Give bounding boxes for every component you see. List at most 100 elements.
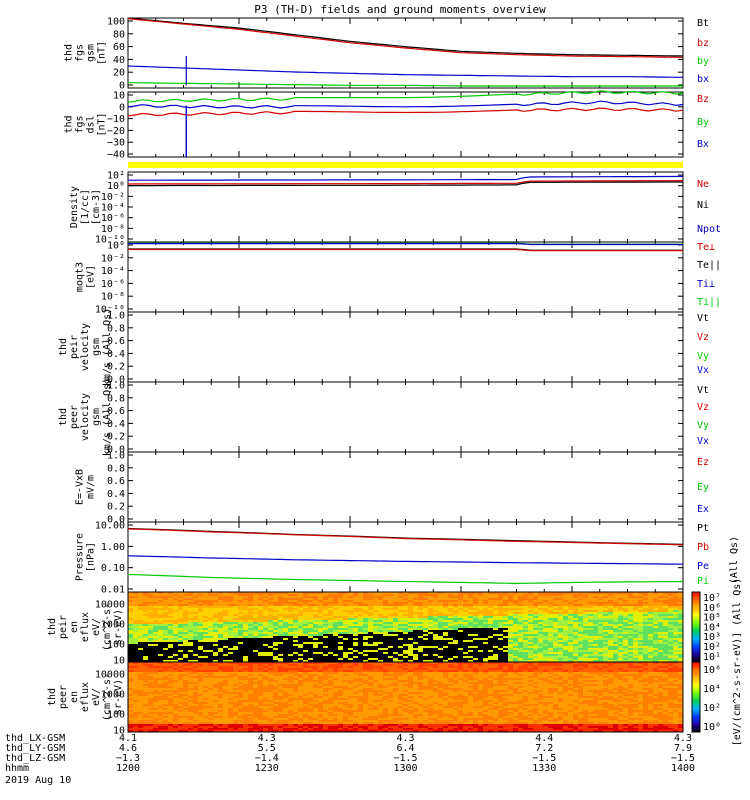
series-Npot xyxy=(128,175,684,181)
colorbar-label: [eV/(cm^2-s-sr-eV)] (All Qs) xyxy=(732,578,743,747)
ytick-label: 40 xyxy=(113,55,125,66)
xaxis-value: 4.3 xyxy=(258,733,276,744)
xaxis-value: 4.3 xyxy=(396,733,414,744)
ytick-label: −10 xyxy=(107,114,125,125)
panel-frame xyxy=(127,17,684,89)
colorbar-tick: 10¹ xyxy=(703,652,721,663)
ytick-label: 10 xyxy=(113,726,125,737)
ytick-label: −40 xyxy=(107,150,125,161)
ylabel-line: mV/m xyxy=(86,475,97,499)
ylabel-line: velocity xyxy=(80,393,91,441)
ytick-label: 0.10 xyxy=(101,563,125,574)
series-bx xyxy=(128,82,683,87)
ylabel-line: thd xyxy=(58,408,69,426)
series-By xyxy=(127,90,684,103)
ytick-label: 1.0 xyxy=(107,451,125,462)
series-Bx xyxy=(127,100,684,109)
panel-frame xyxy=(127,241,684,313)
ytick-label: 100 xyxy=(107,17,125,28)
ytick-label: 10⁻¹⁰ xyxy=(95,305,125,316)
legend-Pt: Pt xyxy=(697,523,709,534)
x-axis: thd_LX-GSM 4.1 4.3 4.3 4.4 4.3 thd_LY-GSM 4.6 5.… xyxy=(5,733,695,786)
panel-peir_velocity: thd peir velocity gsm km/s (All Qs)1.00.8 0.6… xyxy=(58,308,709,386)
xaxis-value: 1230 xyxy=(255,763,279,774)
ylabel-line: sr-eV) xyxy=(113,609,124,645)
ylabel-line: eflux xyxy=(80,682,91,712)
ytick-label: 10 xyxy=(113,91,125,102)
ylabel-line: en xyxy=(69,621,80,633)
panel-pressure: Pressure [nPa] 10.00 1.00 0.10 0.01 Pt Pb Pe Pi (A… xyxy=(75,521,741,596)
spectrogram-cells xyxy=(128,662,684,733)
legend-Vx: Vx xyxy=(697,365,709,376)
ylabel-line: thd xyxy=(58,338,69,356)
ytick-label: −20 xyxy=(107,126,125,137)
ytick-label: 10⁻⁶ xyxy=(101,213,125,224)
ylabel-line: peir xyxy=(69,335,80,359)
colorbar-tick: 10⁶ xyxy=(703,603,721,614)
xaxis-value: −1.3 xyxy=(116,753,140,764)
xaxis-value: 6.4 xyxy=(396,743,414,754)
colorbar-bottom xyxy=(691,661,701,733)
panel-fgs_dsl: thd fgs dsl [nT] 100−10−20−30−40 Bz By Bx xyxy=(64,90,709,161)
xaxis-value: −1.4 xyxy=(255,753,279,764)
colorbar-tick: 10⁰ xyxy=(703,722,721,733)
ylabel-line: thd xyxy=(47,618,58,636)
legend-bx: bx xyxy=(697,74,709,85)
ytick-label: 0 xyxy=(119,81,125,92)
ylabel-line: [nT] xyxy=(97,112,108,136)
colorbar-tick: 10⁵ xyxy=(703,613,721,624)
ylabel-line: (cm^2-s- xyxy=(102,603,113,651)
ytick-label: 1.0 xyxy=(107,311,125,322)
panel-density: Density [1/cc] [cm-3]10²10⁰10⁻²10⁻⁴10⁻⁶10⁻… xyxy=(69,171,721,246)
series-Ni xyxy=(128,181,683,187)
ylabel-line: peer xyxy=(69,405,80,429)
legend-Bz: Bz xyxy=(697,94,709,105)
ylabel-line: velocity xyxy=(80,323,91,371)
ytick-label: 10⁰ xyxy=(107,181,125,192)
ylabel-line: thd xyxy=(47,688,58,706)
ytick-label: 0.8 xyxy=(107,463,125,474)
ytick-label: 0 xyxy=(119,102,125,113)
xaxis-value: 4.3 xyxy=(674,733,692,744)
ylabel-line: fgs xyxy=(75,115,86,133)
legend-Ti||: Ti|| xyxy=(697,297,721,308)
xaxis-value: 4.1 xyxy=(119,733,137,744)
series-Ti⊥ xyxy=(128,243,683,246)
ylabel-line: moqt3 xyxy=(75,262,86,292)
ylabel-line: [nPa] xyxy=(86,542,97,572)
ytick-label: 0.6 xyxy=(107,336,125,347)
colorbar-tick: 10⁶ xyxy=(703,665,721,676)
legend-Vy: Vy xyxy=(697,351,709,362)
ytick-label: 10⁻² xyxy=(101,192,125,203)
panel-frame xyxy=(127,451,684,523)
ytick-label: 1.0 xyxy=(107,381,125,392)
panel-peir_eflux: thd peir en eflux eV/(cm^2-s-sr-eV)10000 1000… xyxy=(47,591,684,667)
xaxis-row-label: thd_LZ-GSM xyxy=(5,753,65,764)
legend-Pb: Pb xyxy=(697,542,709,553)
series-Pb xyxy=(127,528,684,546)
xaxis-value: 1330 xyxy=(532,763,556,774)
ytick-label: 10² xyxy=(107,171,125,182)
ytick-label: 0.6 xyxy=(107,476,125,487)
ytick-label: 100 xyxy=(107,640,125,651)
ytick-label: 1000 xyxy=(101,690,125,701)
ylabel-line: dsl xyxy=(86,115,97,133)
colorbar-top xyxy=(691,591,701,663)
legend-Vz: Vz xyxy=(697,402,709,413)
xaxis-value: 7.2 xyxy=(535,743,553,754)
ytick-label: 1.00 xyxy=(101,542,125,553)
legend-Vx: Vx xyxy=(697,436,709,447)
ylabel-line: Pressure xyxy=(75,533,86,581)
ytick-label: 10000 xyxy=(95,670,125,681)
xaxis-value: −1.5 xyxy=(393,753,417,764)
ytick-label: 0.8 xyxy=(107,393,125,404)
ytick-label: 0.2 xyxy=(107,432,125,443)
xaxis-value: 1200 xyxy=(116,763,140,774)
ytick-label: 20 xyxy=(113,68,125,79)
legend-Ni: Ni xyxy=(697,200,709,211)
ytick-label: 10⁻⁴ xyxy=(101,266,125,277)
xaxis-value: 5.5 xyxy=(258,743,276,754)
ylabel-line: thd xyxy=(64,115,75,133)
ylabel-line: eflux xyxy=(80,612,91,642)
